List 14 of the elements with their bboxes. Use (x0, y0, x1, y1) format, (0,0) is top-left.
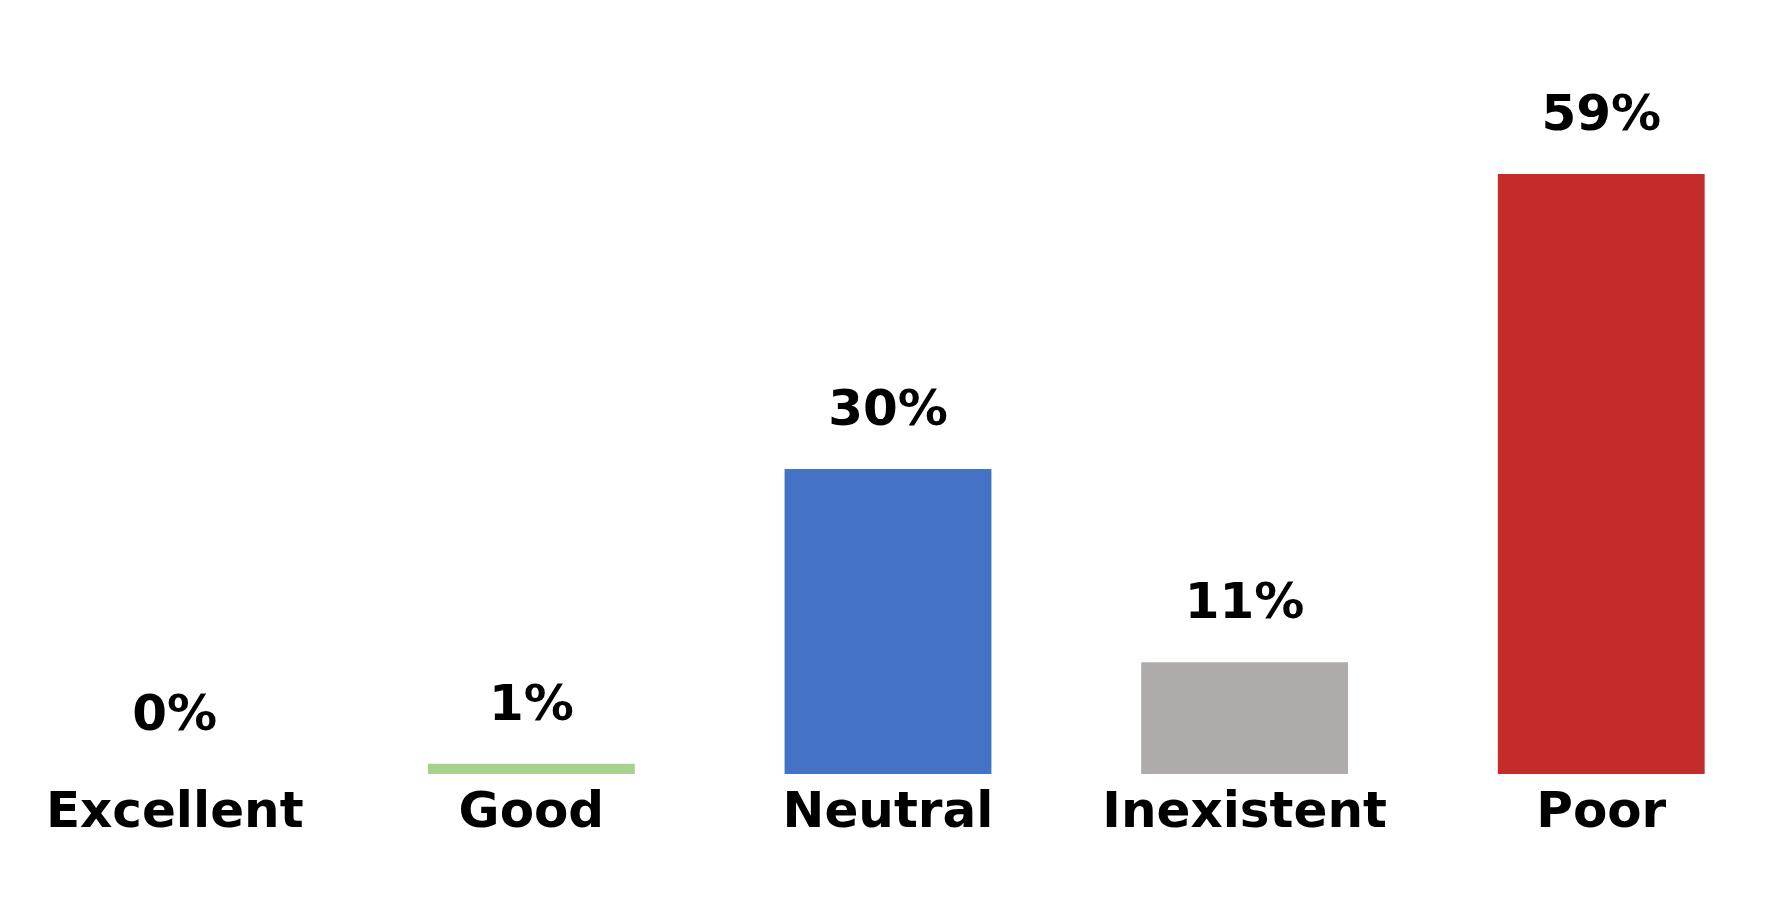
bar (784, 468, 992, 774)
bar (1141, 662, 1349, 774)
data-label: 59% (1541, 84, 1662, 142)
data-label: 30% (828, 378, 948, 437)
bar (1497, 174, 1705, 774)
x-tick-label: Neutral (782, 780, 994, 839)
bar (427, 763, 635, 774)
x-tick-label: Good (458, 780, 605, 839)
data-label: 0% (132, 684, 218, 742)
data-label: 11% (1184, 572, 1305, 631)
x-tick-label: Excellent (45, 780, 304, 839)
x-tick-label: Poor (1536, 780, 1667, 839)
data-label: 1% (488, 673, 574, 732)
x-tick-label: Inexistent (1102, 780, 1387, 839)
